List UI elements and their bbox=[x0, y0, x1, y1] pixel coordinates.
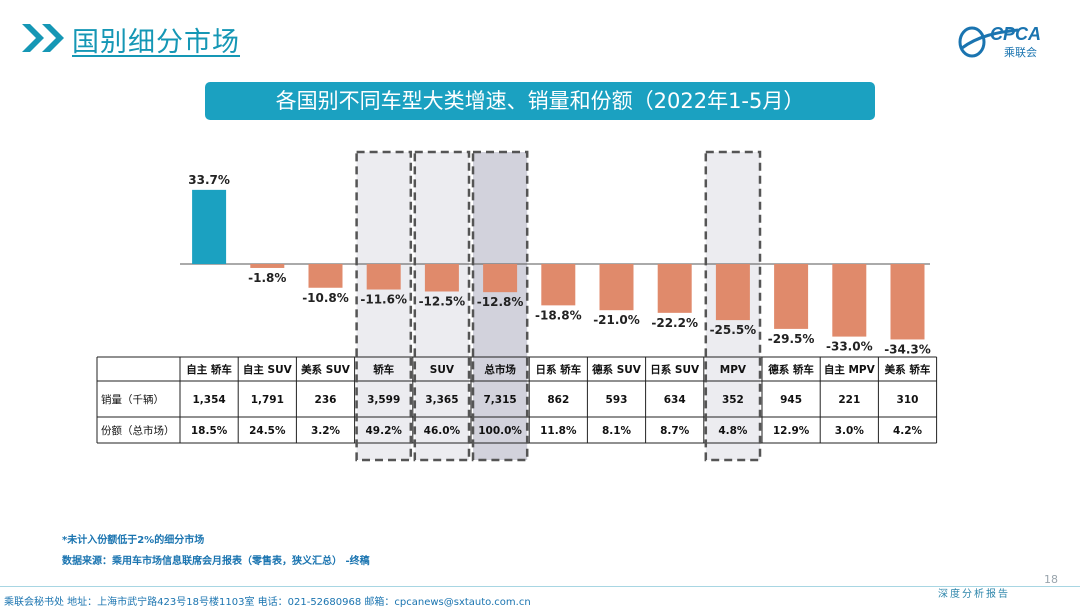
highlight-layer bbox=[356, 152, 760, 460]
table-cell: 1,354 bbox=[192, 394, 225, 406]
table-cell: 634 bbox=[664, 394, 686, 406]
header-chevron-icon bbox=[22, 24, 64, 52]
category-label: 美系 SUV bbox=[301, 363, 351, 376]
table-cell: 12.9% bbox=[773, 425, 810, 437]
report-brand: 深度分析报告 bbox=[938, 589, 1010, 600]
highlight-column-bg bbox=[473, 152, 528, 460]
bar-value-label: -34.3% bbox=[884, 342, 931, 356]
bars-layer: 33.7% -1.8% -10.8% -11.6% -12.5% -12.8% -18.8%… bbox=[180, 173, 931, 356]
table-cell: 18.5% bbox=[191, 425, 228, 437]
highlight-column-bg bbox=[356, 152, 411, 460]
table-cell: 945 bbox=[780, 394, 802, 406]
logo-subtext: 乘联会 bbox=[1004, 46, 1037, 59]
table-cell: 4.8% bbox=[718, 425, 748, 437]
footnote-share: *未计入份额低于2%的细分市场 bbox=[62, 535, 205, 546]
cpca-logo-icon: CPCA 乘联会 bbox=[958, 24, 1041, 59]
bar-value-label: -21.0% bbox=[593, 313, 640, 327]
bar bbox=[599, 264, 634, 311]
bar-value-label: -12.8% bbox=[477, 295, 524, 309]
cpca-logo: CPCA 乘联会 bbox=[958, 18, 1058, 64]
table-row-label: 销量（千辆） bbox=[101, 393, 164, 406]
bar-value-label: -25.5% bbox=[710, 323, 757, 337]
highlight-column-frame bbox=[355, 150, 413, 462]
category-label: 德系 轿车 bbox=[767, 363, 814, 376]
bar bbox=[250, 264, 285, 268]
data-table: 自主 轿车 自主 SUV 美系 SUV 轿车 SUV 总市场 日系 轿车 德系 SUV 日系 S… bbox=[96, 356, 938, 444]
page-number: 18 bbox=[1044, 573, 1058, 586]
bar bbox=[890, 264, 925, 340]
category-label: 总市场 bbox=[484, 363, 516, 376]
chart-title-banner: 各国别不同车型大类增速、销量和份额（2022年1-5月） bbox=[205, 82, 875, 120]
bar bbox=[424, 264, 459, 292]
table-cell: 352 bbox=[722, 394, 744, 406]
highlight-column-frame bbox=[704, 150, 762, 462]
table-cell: 8.7% bbox=[660, 425, 690, 437]
table-cell: 46.0% bbox=[424, 425, 461, 437]
table-cell: 24.5% bbox=[249, 425, 286, 437]
category-label: 自主 SUV bbox=[243, 363, 293, 376]
category-label: 轿车 bbox=[373, 363, 394, 376]
bar bbox=[366, 264, 401, 290]
category-label: 自主 轿车 bbox=[186, 363, 232, 376]
bar-value-label: 33.7% bbox=[188, 173, 230, 187]
bar-value-label: -11.6% bbox=[360, 293, 407, 307]
bar bbox=[832, 264, 867, 337]
logo-text: CPCA bbox=[990, 24, 1041, 44]
bar-value-label: -29.5% bbox=[768, 332, 815, 346]
bar bbox=[715, 264, 750, 321]
category-label: 美系 轿车 bbox=[885, 363, 931, 376]
table-cell: 310 bbox=[897, 394, 919, 406]
page-title: 国别细分市场 bbox=[72, 27, 240, 58]
highlight-frames bbox=[355, 150, 762, 462]
bar bbox=[774, 264, 809, 329]
table-cell: 4.2% bbox=[893, 425, 923, 437]
category-label: 自主 MPV bbox=[824, 363, 876, 376]
table-cell: 3.2% bbox=[311, 425, 341, 437]
footer-divider bbox=[0, 586, 1080, 587]
bar-value-label: -10.8% bbox=[302, 291, 349, 305]
bar-value-label: -22.2% bbox=[651, 316, 698, 330]
table-cell: 8.1% bbox=[602, 425, 632, 437]
table-cell: 236 bbox=[315, 394, 337, 406]
category-label: 日系 轿车 bbox=[535, 363, 581, 376]
bar-chart: 33.7% -1.8% -10.8% -11.6% -12.5% -12.8% -18.8%… bbox=[96, 150, 938, 462]
table-cell: 862 bbox=[547, 394, 569, 406]
table-cell: 3,365 bbox=[425, 394, 458, 406]
table-cell: 49.2% bbox=[365, 425, 402, 437]
bar-value-label: -18.8% bbox=[535, 308, 582, 322]
bar-value-label: -12.5% bbox=[419, 295, 466, 309]
table-cell: 7,315 bbox=[483, 394, 516, 406]
footnote-source: 数据来源：乘用车市场信息联席会月报表（零售表，狭义汇总） -终稿 bbox=[62, 556, 370, 567]
bar-value-label: -33.0% bbox=[826, 340, 873, 354]
table-cell: 593 bbox=[606, 394, 628, 406]
table-row-label: 份额（总市场） bbox=[101, 424, 175, 437]
bar bbox=[541, 264, 576, 306]
table-cell: 221 bbox=[838, 394, 860, 406]
category-label: SUV bbox=[430, 364, 455, 376]
table-cell: 100.0% bbox=[478, 425, 522, 437]
category-label: MPV bbox=[720, 364, 747, 376]
highlight-column-frame bbox=[413, 150, 471, 462]
highlight-column-bg bbox=[414, 152, 469, 460]
footer-address: 乘联会秘书处 地址：上海市武宁路423号18号楼1103室 电话：021-526… bbox=[4, 597, 531, 608]
bar bbox=[308, 264, 343, 288]
category-label: 德系 SUV bbox=[591, 363, 642, 376]
highlight-column-frame bbox=[471, 150, 529, 462]
bar bbox=[483, 264, 518, 293]
table-cell: 3.0% bbox=[835, 425, 865, 437]
bar-value-label: -1.8% bbox=[248, 271, 286, 285]
table-cell: 11.8% bbox=[540, 425, 577, 437]
category-label: 日系 SUV bbox=[650, 363, 700, 376]
bar bbox=[192, 189, 227, 264]
table-cell: 1,791 bbox=[251, 394, 284, 406]
table-cell: 3,599 bbox=[367, 394, 400, 406]
bar bbox=[657, 264, 692, 313]
